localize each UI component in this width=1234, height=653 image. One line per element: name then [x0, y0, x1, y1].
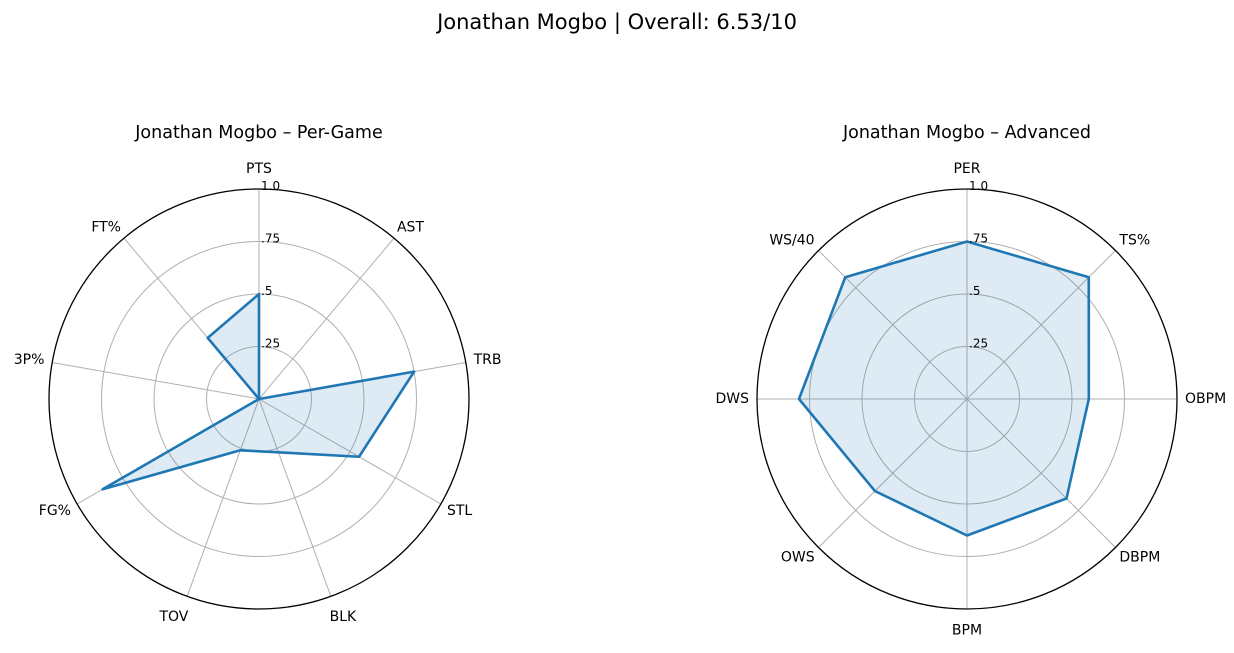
radial-tick-label: .5 [969, 284, 980, 298]
polar-frame [756, 188, 1178, 610]
axis-label-ts-pct: TS% [1118, 233, 1150, 249]
series-line [797, 240, 1091, 537]
axis-label-ows: OWS [781, 549, 815, 565]
axis-label-stl: STL [447, 503, 472, 519]
axis-label-tov: TOV [158, 609, 188, 625]
axis-label-ast: AST [397, 219, 424, 235]
grid-ring-0 [914, 346, 1020, 452]
figure-title: Jonathan Mogbo | Overall: 6.53/10 [437, 10, 797, 34]
axis-label-ws-40: WS/40 [769, 233, 814, 249]
axis-label-fg-pct: FG% [39, 503, 71, 519]
radial-tick-label: .75 [969, 232, 988, 246]
axis-label-dbpm: DBPM [1119, 549, 1160, 565]
radial-tick-label: .25 [261, 337, 280, 351]
series-area [799, 241, 1089, 536]
axis-label-ft-pct: FT% [91, 219, 121, 235]
axis-label-dws: DWS [715, 391, 749, 407]
radial-tick-label: .75 [261, 232, 280, 246]
radial-tick-label: .25 [969, 337, 988, 351]
axis-label-blk: BLK [330, 609, 357, 625]
axis-label-3p-pct: 3P% [14, 352, 45, 368]
radial-tick-label: 1.0 [261, 179, 280, 193]
grid-ring-2 [101, 241, 417, 557]
radial-tick-label: .5 [261, 284, 272, 298]
axis-label-bpm: BPM [952, 623, 982, 639]
advanced-chart-title: Jonathan Mogbo – Advanced [842, 123, 1091, 143]
axis-label-per: PER [953, 161, 980, 177]
per-game-chart-title: Jonathan Mogbo – Per-Game [134, 123, 382, 143]
advanced-radar: .25 .5 .75 1.0 PER TS% OBPM DBPM BPM OWS DWS WS/40 J… [715, 123, 1226, 639]
radial-tick-label: 1.0 [969, 179, 988, 193]
polar-frame [48, 188, 470, 610]
per-game-radar: .25 .5 .75 1.0 PTS AST TRB STL BLK TOV FG% 3P% FT% Jo… [14, 123, 502, 625]
grid-ring-1 [861, 293, 1073, 505]
axis-label-trb: TRB [473, 352, 502, 368]
series-line [101, 292, 416, 491]
axis-label-pts: PTS [246, 161, 272, 177]
axis-label-obpm: OBPM [1185, 391, 1226, 407]
